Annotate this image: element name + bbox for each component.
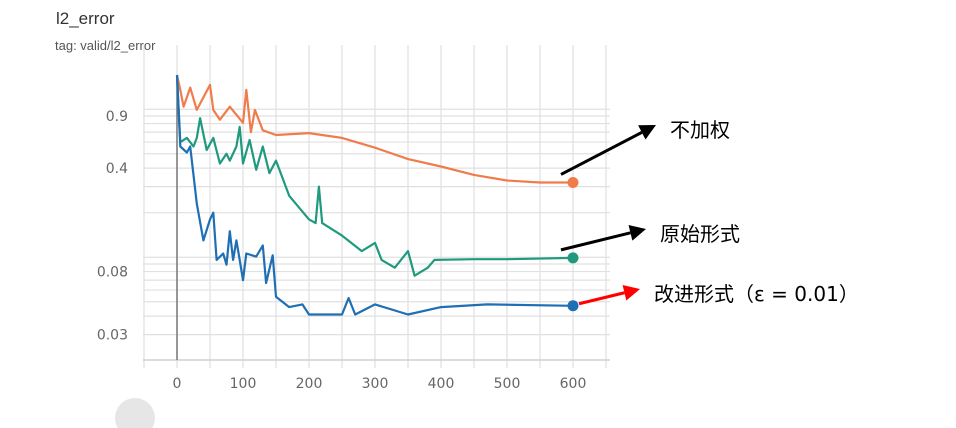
- y-tick-label: 0.03: [97, 328, 128, 344]
- series-end-marker: [567, 252, 579, 264]
- x-tick-label: 0: [173, 376, 182, 392]
- annotation-arrow: [560, 231, 631, 252]
- x-tick-label: 300: [362, 376, 389, 392]
- y-tick-label: 0.08: [97, 265, 128, 281]
- chart-subtitle: tag: valid/l2_error: [55, 38, 156, 53]
- x-tick-label: 100: [230, 376, 257, 392]
- series-label: 原始形式: [660, 222, 740, 246]
- chart-title: l2_error: [56, 9, 115, 28]
- y-tick-label: 0.4: [106, 161, 128, 177]
- series-line: [175, 75, 574, 316]
- series-line: [175, 75, 574, 277]
- annotation-arrowhead: [638, 125, 656, 140]
- annotation-arrowhead: [622, 284, 640, 301]
- series-label: 不加权: [670, 118, 730, 142]
- y-tick-label: 0.9: [106, 109, 128, 125]
- series-label: 改进形式（ε = 0.01）: [654, 282, 859, 306]
- x-tick-label: 400: [428, 376, 455, 392]
- x-tick-label: 500: [494, 376, 521, 392]
- annotation-arrow: [560, 131, 643, 176]
- series-line: [175, 74, 573, 184]
- series-end-marker: [567, 176, 579, 188]
- annotation-arrowhead: [628, 225, 646, 241]
- scroll-indicator: [115, 398, 155, 428]
- x-tick-label: 600: [560, 376, 587, 392]
- series-end-marker: [567, 300, 579, 312]
- x-tick-label: 200: [296, 376, 323, 392]
- annotation-arrow: [578, 291, 625, 306]
